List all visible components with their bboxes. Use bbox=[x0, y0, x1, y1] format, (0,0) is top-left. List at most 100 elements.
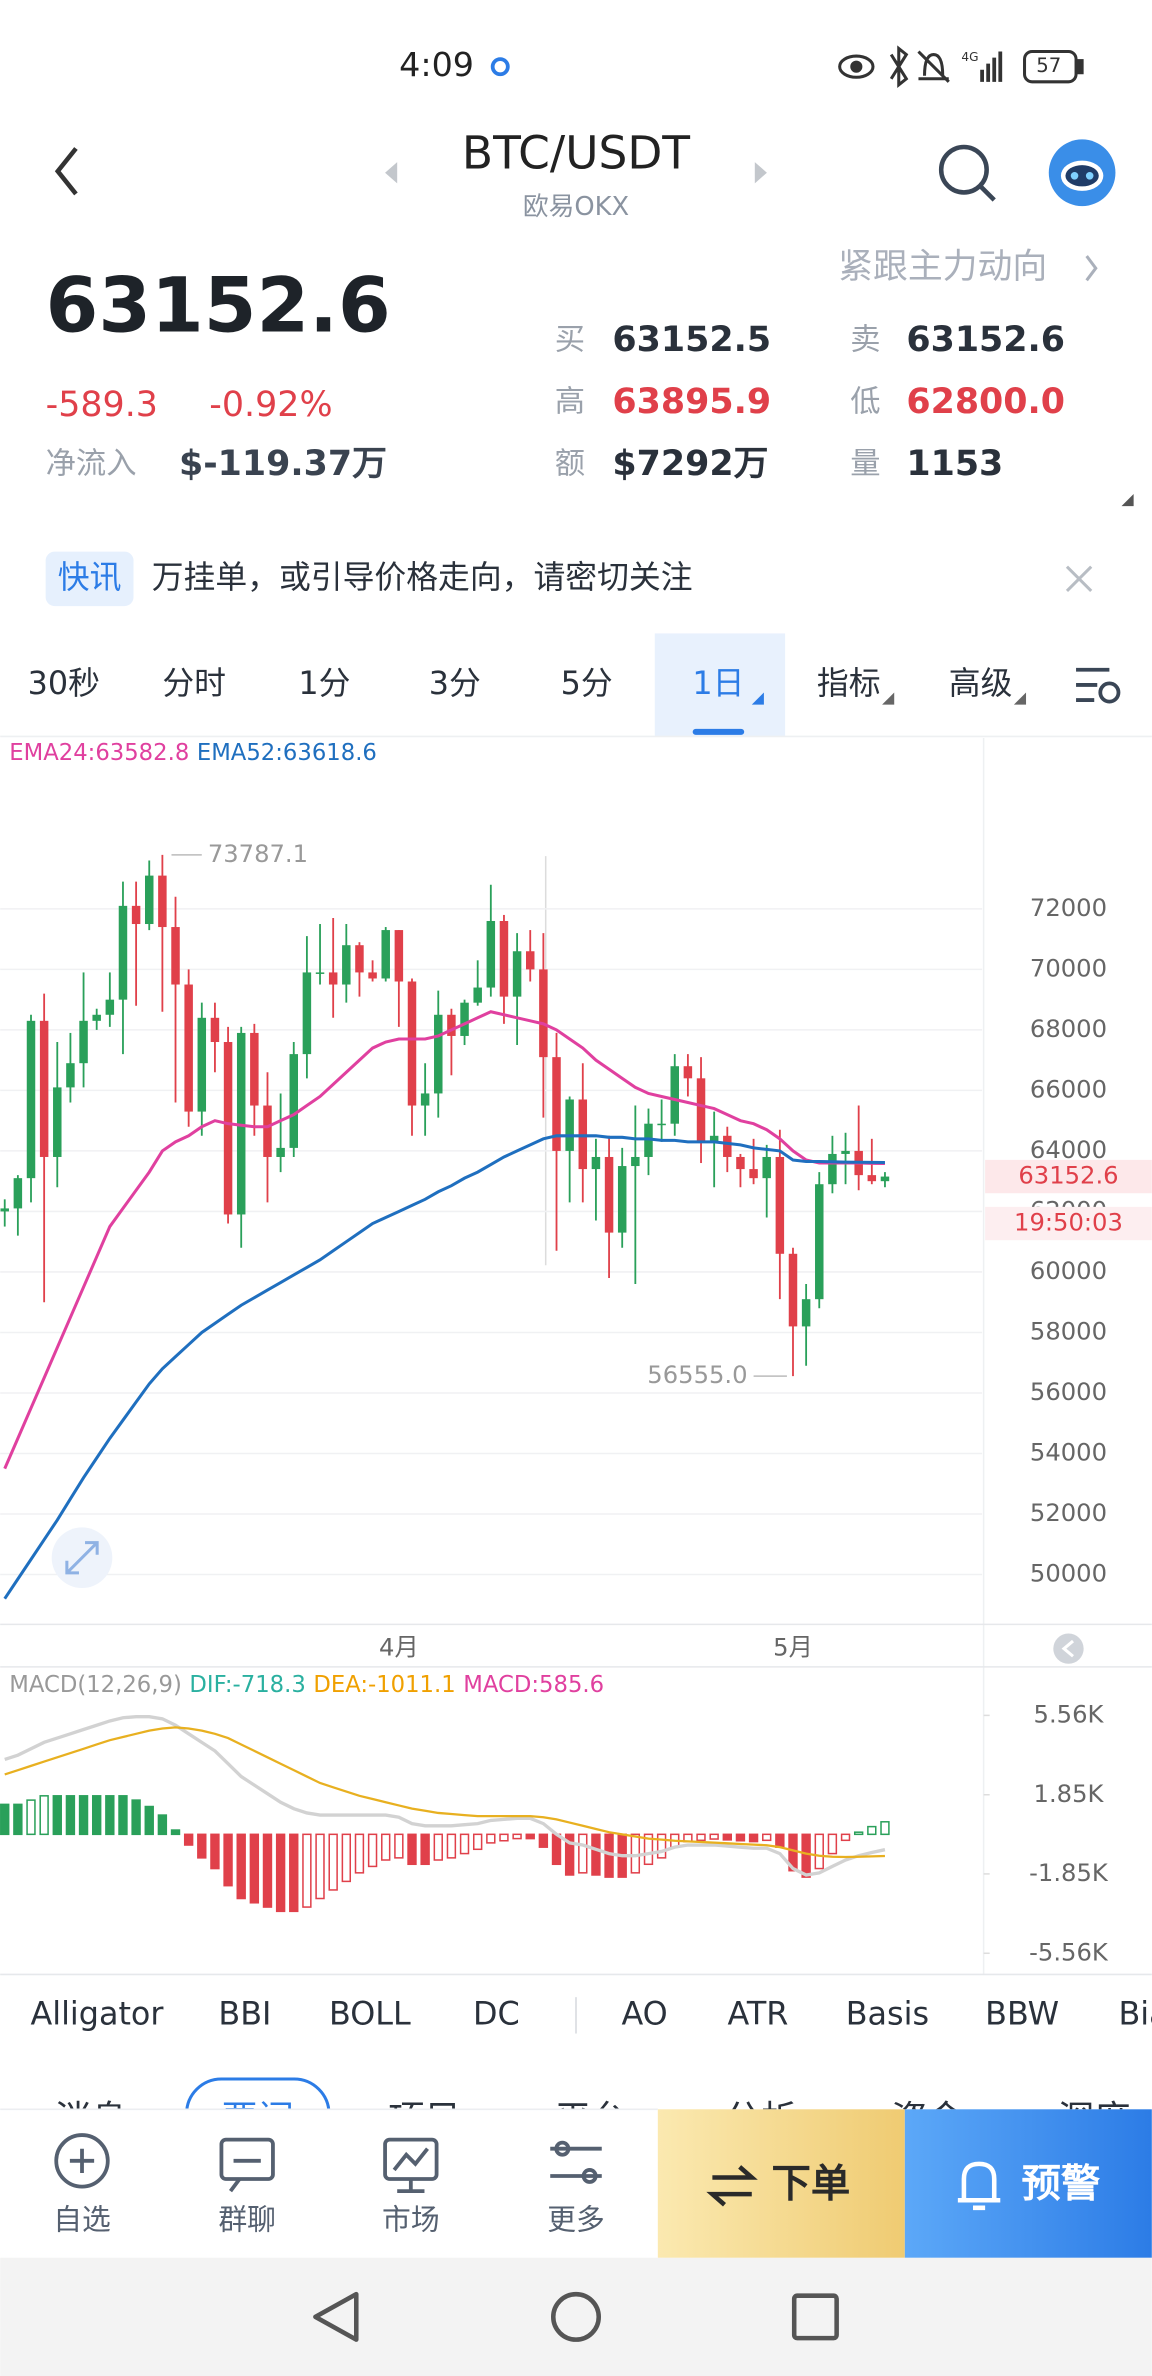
nav-label[interactable]: 更多 bbox=[547, 2202, 605, 2236]
candle-body bbox=[342, 945, 351, 985]
stat-label: 买 bbox=[555, 322, 585, 357]
candle-body bbox=[657, 1123, 666, 1126]
news-badge-bg bbox=[45, 551, 134, 607]
candle-body bbox=[631, 1156, 640, 1167]
candle-body bbox=[512, 951, 522, 997]
price-tag: 63152.6 bbox=[1018, 1161, 1118, 1190]
news-close[interactable] bbox=[1065, 565, 1093, 593]
y-tick-label: -1.85K bbox=[1029, 1858, 1109, 1887]
macd-bar bbox=[157, 1814, 168, 1836]
macd-bar bbox=[170, 1829, 181, 1836]
macd-bar bbox=[459, 1833, 470, 1855]
candle-body bbox=[223, 1042, 233, 1215]
period-tab[interactable]: 1分 bbox=[298, 664, 350, 702]
candle-body bbox=[250, 1032, 259, 1106]
period-tab[interactable]: 分时 bbox=[162, 664, 226, 702]
back-button[interactable] bbox=[54, 147, 78, 196]
prev-pair[interactable] bbox=[385, 162, 398, 184]
nav-icon bbox=[550, 2140, 602, 2184]
macd-bar bbox=[735, 1833, 746, 1842]
nav-recent[interactable] bbox=[791, 2293, 839, 2341]
chart-settings[interactable] bbox=[1076, 667, 1121, 704]
news-text[interactable]: 万挂单，或引导价格走向，请密切关注 bbox=[152, 558, 693, 596]
y-tick-label: 52000 bbox=[1030, 1498, 1107, 1527]
indicator-tab[interactable]: BBW bbox=[985, 1994, 1059, 2032]
period-tab[interactable]: 3分 bbox=[429, 664, 481, 702]
stat-value: 63152.6 bbox=[906, 320, 1065, 360]
candle-body bbox=[460, 1002, 469, 1036]
nav-label[interactable]: 群聊 bbox=[218, 2202, 276, 2236]
macd-bar bbox=[827, 1833, 838, 1855]
candle-body bbox=[328, 972, 338, 985]
candle-body bbox=[394, 930, 404, 982]
candle-body bbox=[880, 1176, 890, 1182]
reset-button[interactable] bbox=[1053, 1633, 1084, 1664]
ema-line bbox=[3, 1010, 885, 1470]
candle-body bbox=[775, 1156, 785, 1254]
macd-bar bbox=[367, 1833, 378, 1868]
candle-body bbox=[171, 927, 180, 985]
order-button[interactable] bbox=[657, 2109, 905, 2258]
candle-body bbox=[26, 1020, 36, 1179]
candle-body bbox=[604, 1156, 614, 1233]
price-change: -589.3 bbox=[46, 385, 158, 425]
nav-icon bbox=[383, 2137, 439, 2194]
macd-bar bbox=[578, 1833, 588, 1874]
indicator-tab[interactable]: BOLL bbox=[329, 1994, 411, 2032]
y-tick-label: 1.85K bbox=[1034, 1779, 1105, 1808]
macd-bar bbox=[131, 1799, 141, 1836]
y-tick-label: 68000 bbox=[1030, 1014, 1107, 1043]
indicator-tab[interactable]: Bias bbox=[1118, 1994, 1152, 2032]
candle-body bbox=[709, 1135, 719, 1142]
indicator-tab[interactable]: AO bbox=[621, 1994, 667, 2032]
candle-body bbox=[53, 1087, 62, 1157]
macd-bar bbox=[801, 1833, 811, 1878]
alert-button[interactable] bbox=[904, 2109, 1152, 2258]
next-pair[interactable] bbox=[754, 162, 767, 184]
period-tab[interactable]: 高级 bbox=[949, 664, 1013, 702]
search-button[interactable] bbox=[938, 144, 996, 202]
macd-bar bbox=[289, 1833, 299, 1913]
period-tab[interactable]: 5分 bbox=[561, 664, 613, 702]
y-tick-label: 58000 bbox=[1030, 1316, 1107, 1345]
period-tab[interactable]: 30秒 bbox=[28, 664, 100, 702]
macd-bar bbox=[105, 1795, 115, 1836]
nav-back[interactable] bbox=[313, 2291, 359, 2342]
avatar[interactable] bbox=[1048, 139, 1116, 207]
indicator-tab[interactable]: Alligator bbox=[30, 1994, 164, 2032]
nav-label[interactable]: 自选 bbox=[53, 2202, 111, 2236]
alert-label: 预警 bbox=[1022, 2161, 1101, 2207]
follow-link[interactable]: 紧跟主力动向 bbox=[838, 247, 1047, 287]
period-tab[interactable]: 1日 bbox=[692, 664, 744, 702]
tab-selected-bg bbox=[654, 633, 786, 737]
fullscreen-button[interactable] bbox=[51, 1527, 113, 1589]
candle-body bbox=[131, 905, 141, 925]
y-tick-label: 60000 bbox=[1030, 1256, 1107, 1285]
indicator-tab[interactable]: ATR bbox=[728, 1994, 789, 2032]
macd-bar bbox=[394, 1833, 404, 1859]
candle-body bbox=[762, 1156, 771, 1179]
candle-body bbox=[276, 1147, 285, 1157]
candle-body bbox=[92, 1014, 101, 1021]
last-price: 63152.6 bbox=[46, 262, 391, 350]
macd-bar bbox=[407, 1833, 417, 1866]
candle-body bbox=[552, 1057, 561, 1151]
legend-entry: EMA24:63582.8 bbox=[9, 740, 189, 766]
macd-bar bbox=[0, 1803, 10, 1836]
nav-label[interactable]: 市场 bbox=[382, 2202, 440, 2236]
legend-entry: EMA52:63618.6 bbox=[197, 740, 377, 766]
y-tick-label: 5.56K bbox=[1034, 1699, 1105, 1728]
macd-bar bbox=[118, 1795, 128, 1836]
expand-corner[interactable] bbox=[1121, 493, 1134, 507]
indicator-tab[interactable]: DC bbox=[473, 1994, 520, 2032]
candle-body bbox=[184, 984, 193, 1112]
indicator-tab[interactable]: BBI bbox=[218, 1994, 271, 2032]
period-tab[interactable]: 指标 bbox=[817, 664, 881, 702]
follow-chevron bbox=[1085, 255, 1098, 282]
y-tick-label: 70000 bbox=[1030, 953, 1107, 982]
macd-bar bbox=[604, 1833, 614, 1878]
macd-bar bbox=[65, 1795, 76, 1836]
nav-home[interactable] bbox=[550, 2291, 602, 2342]
indicator-tab[interactable]: Basis bbox=[846, 1994, 929, 2032]
